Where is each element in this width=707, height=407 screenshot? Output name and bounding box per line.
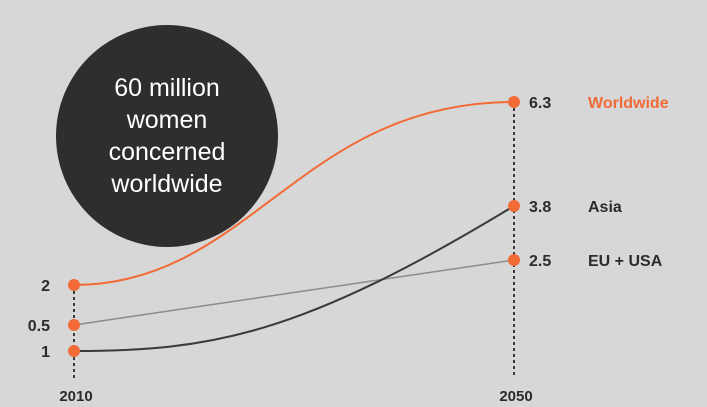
- x-tick-label-2050: 2050: [499, 388, 532, 405]
- series-line-eu-usa: [73, 259, 515, 326]
- start-value-label-worldwide: 2: [41, 278, 50, 295]
- point-2010-asia: [68, 345, 80, 357]
- callout-text: 60 million women concerned worldwide: [108, 74, 226, 198]
- end-value-label-worldwide: 6.3: [529, 95, 551, 112]
- x-tick-label-2010: 2010: [59, 388, 92, 405]
- series-name-label-asia: Asia: [588, 199, 622, 216]
- point-2050-asia: [508, 199, 520, 212]
- callout-bubble: 60 million women concerned worldwide: [56, 25, 278, 247]
- point-2050-eu-usa: [508, 254, 520, 266]
- end-value-label-eu-usa: 2.5: [529, 253, 551, 270]
- series-line-asia: [73, 205, 515, 352]
- series-line-worldwide: [73, 101, 515, 286]
- point-2010-worldwide: [68, 279, 80, 291]
- end-value-label-asia: 3.8: [529, 199, 551, 216]
- start-value-label-asia: 1: [41, 344, 50, 361]
- start-value-label-eu-usa: 0.5: [28, 318, 50, 335]
- series-name-label-worldwide: Worldwide: [588, 95, 669, 112]
- point-2050-worldwide: [508, 96, 520, 108]
- series-name-label-eu-usa: EU + USA: [588, 253, 663, 270]
- point-2010-eu-usa: [68, 319, 80, 331]
